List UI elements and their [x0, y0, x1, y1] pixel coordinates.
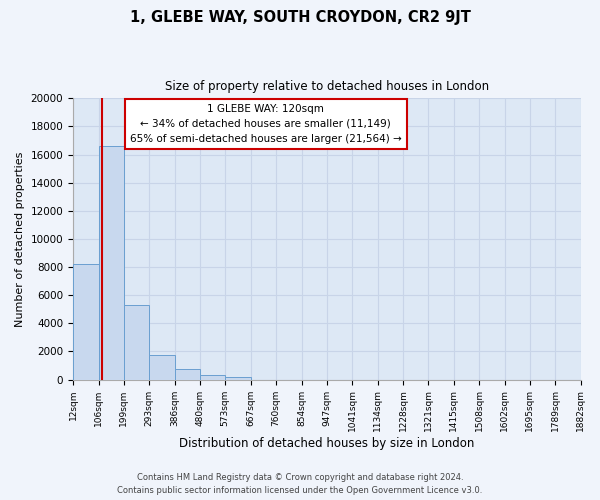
- Bar: [73, 264, 98, 380]
- Text: Contains HM Land Registry data © Crown copyright and database right 2024.
Contai: Contains HM Land Registry data © Crown c…: [118, 474, 482, 495]
- Bar: [200, 376, 225, 380]
- Y-axis label: Number of detached properties: Number of detached properties: [15, 152, 25, 326]
- Title: Size of property relative to detached houses in London: Size of property relative to detached ho…: [165, 80, 489, 93]
- Bar: [124, 305, 149, 380]
- Bar: [175, 369, 200, 380]
- Bar: [225, 377, 251, 380]
- Bar: [98, 146, 124, 380]
- Bar: [149, 355, 175, 380]
- Text: 1, GLEBE WAY, SOUTH CROYDON, CR2 9JT: 1, GLEBE WAY, SOUTH CROYDON, CR2 9JT: [130, 10, 470, 25]
- X-axis label: Distribution of detached houses by size in London: Distribution of detached houses by size …: [179, 437, 475, 450]
- Text: 1 GLEBE WAY: 120sqm
← 34% of detached houses are smaller (11,149)
65% of semi-de: 1 GLEBE WAY: 120sqm ← 34% of detached ho…: [130, 104, 402, 144]
